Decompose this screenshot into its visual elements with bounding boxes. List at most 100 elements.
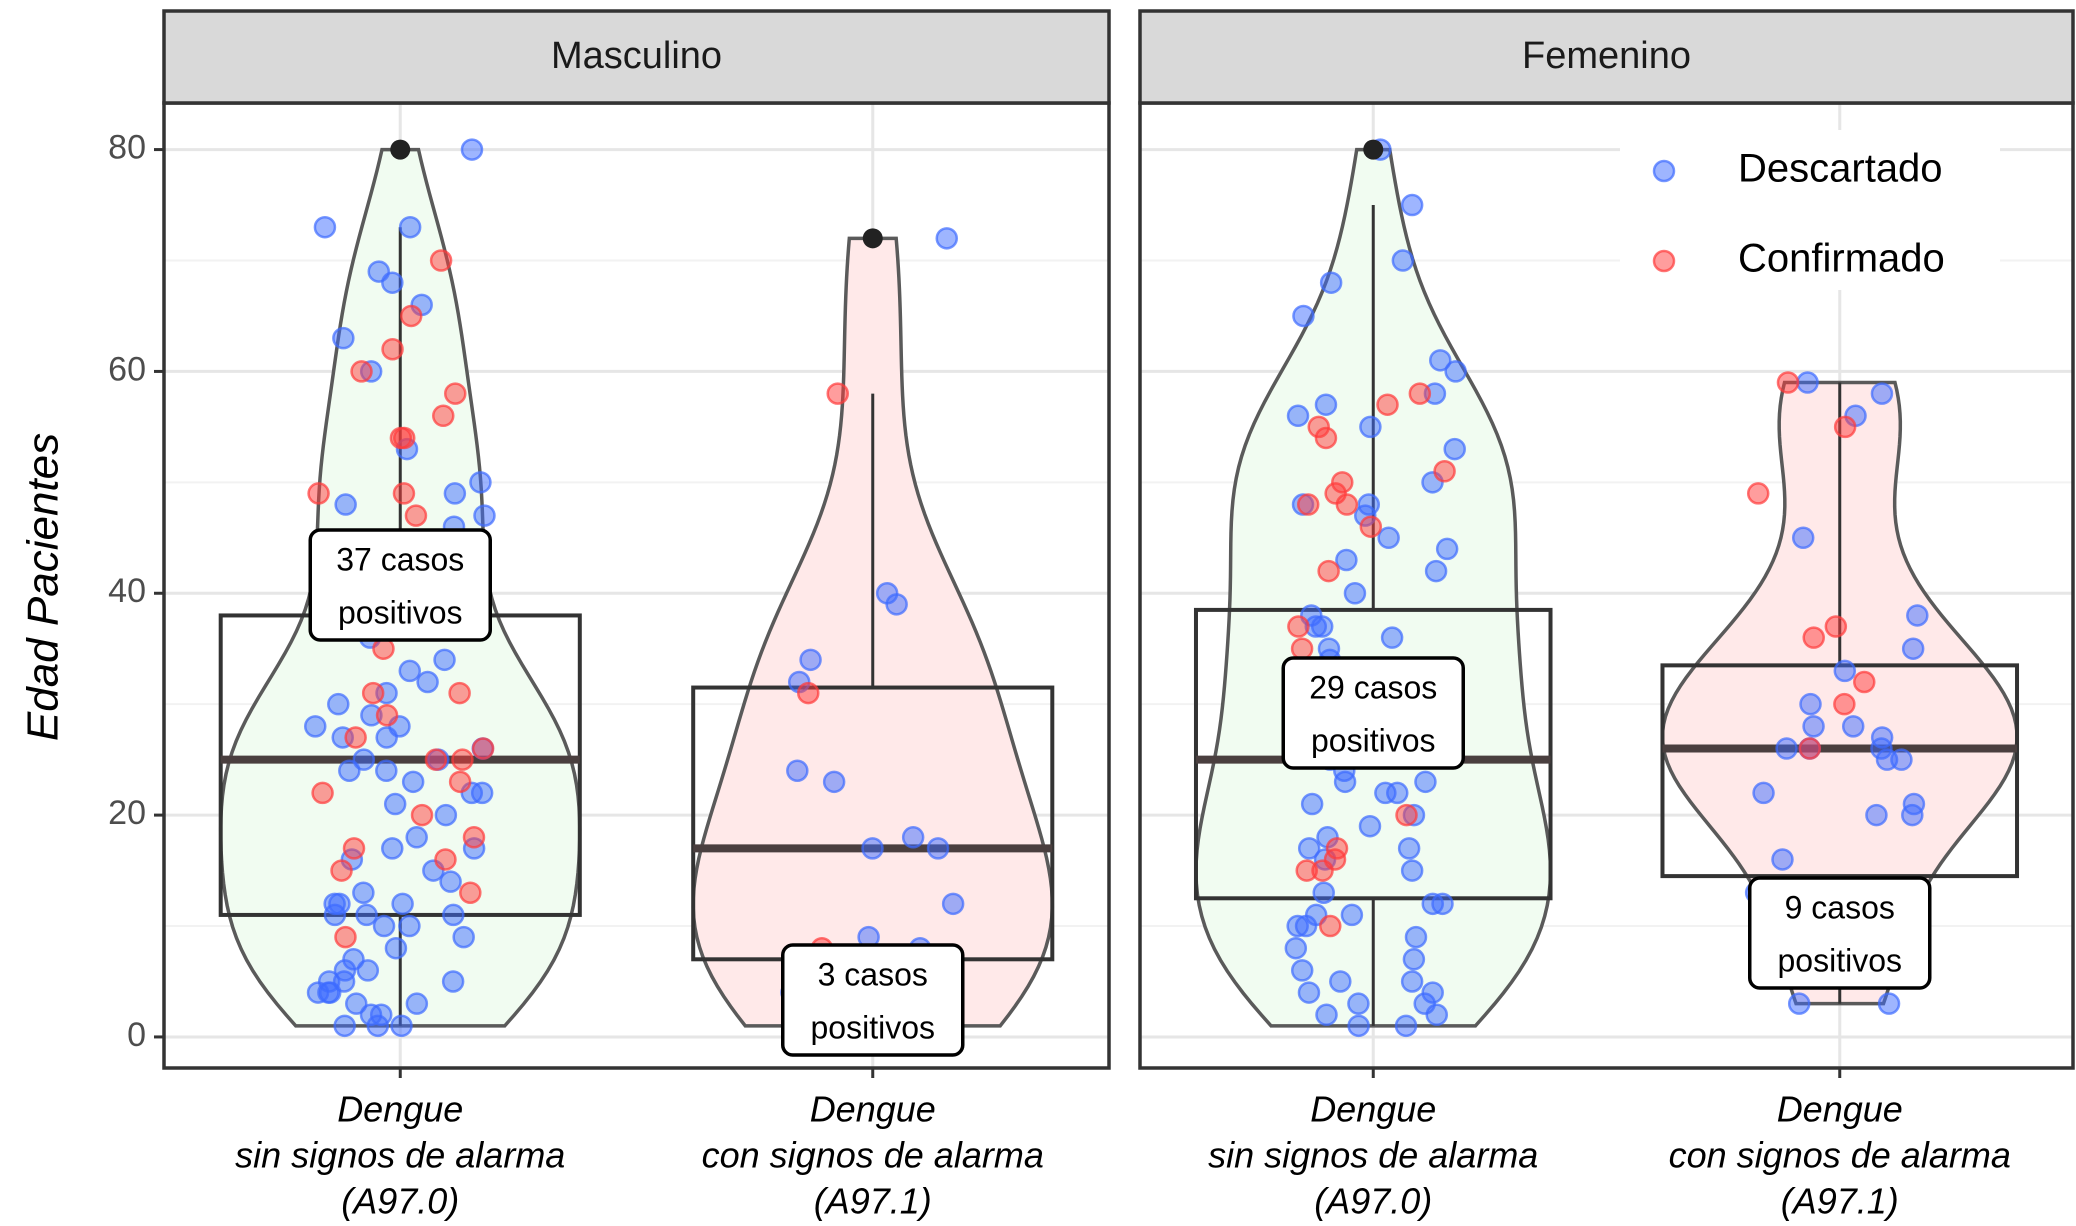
point (1798, 737, 1822, 760)
point (1395, 803, 1418, 827)
point (1421, 892, 1445, 916)
y-tick-label: 80 (108, 129, 146, 167)
point (1775, 737, 1798, 760)
x-tick-label: con signos de alarma (702, 1135, 1044, 1176)
count-label: positivos (338, 594, 463, 630)
point (1400, 859, 1424, 882)
point (1374, 781, 1397, 805)
point (460, 138, 484, 161)
point (1787, 992, 1811, 1015)
point (1347, 1014, 1370, 1038)
point (342, 837, 366, 860)
legend-label: Confirmado (1738, 237, 1945, 281)
point (405, 992, 429, 1015)
count-label: positivos (1778, 942, 1903, 978)
point (1414, 770, 1437, 794)
count-label: positivos (1311, 722, 1436, 758)
point (1343, 582, 1367, 605)
point (901, 826, 925, 849)
point (330, 859, 353, 882)
point (1377, 526, 1400, 550)
point (1443, 437, 1466, 461)
point (1397, 837, 1421, 860)
point (1297, 981, 1321, 1004)
count-label-box (781, 943, 965, 1057)
point (1297, 837, 1321, 860)
point (786, 759, 809, 782)
x-tick-label: sin signos de alarma (1208, 1135, 1538, 1176)
point (1315, 1003, 1338, 1027)
point (1424, 559, 1448, 583)
point (1319, 914, 1342, 938)
point (1294, 914, 1318, 938)
point (452, 925, 475, 949)
point (1802, 626, 1825, 649)
point (1802, 715, 1825, 738)
point (1340, 903, 1364, 927)
point (311, 781, 334, 805)
legend-background (1620, 130, 2000, 290)
point (797, 681, 820, 705)
point (356, 959, 380, 982)
y-tick-label: 0 (127, 1016, 146, 1054)
point (424, 748, 448, 771)
point (1319, 271, 1343, 294)
point (381, 837, 404, 860)
point (462, 826, 486, 849)
point (451, 748, 474, 771)
strip-label: Femenino (1522, 35, 1691, 77)
point (1833, 659, 1857, 683)
point (350, 360, 373, 383)
point (1287, 615, 1310, 638)
point (375, 704, 399, 727)
point (1799, 692, 1822, 716)
y-tick-label: 40 (108, 572, 146, 610)
point (344, 726, 367, 749)
point (926, 837, 950, 860)
point (355, 903, 378, 927)
point (941, 892, 965, 916)
point (333, 1014, 356, 1038)
legend-swatch (1652, 249, 1676, 273)
count-label: positivos (811, 1009, 936, 1045)
point (1877, 992, 1901, 1015)
strip (1138, 9, 2075, 105)
point (352, 881, 375, 904)
point (334, 493, 357, 516)
point (1290, 959, 1314, 982)
point (1853, 670, 1876, 694)
point (392, 426, 416, 450)
point (1429, 349, 1452, 372)
strip-label: Masculino (551, 35, 722, 77)
legend-label: Descartado (1738, 147, 1943, 191)
x-tick-label: (A97.0) (1314, 1181, 1432, 1222)
point (822, 770, 846, 794)
point (448, 681, 471, 705)
point (473, 504, 496, 527)
point (304, 715, 327, 738)
x-tick-label: (A97.1) (814, 1181, 932, 1222)
point (433, 648, 456, 672)
x-tick-label: con signos de alarma (1669, 1135, 2011, 1176)
point (398, 914, 421, 938)
point (313, 215, 337, 239)
point (448, 770, 472, 794)
point (935, 227, 959, 250)
point (1376, 393, 1399, 416)
outlier (862, 228, 883, 249)
point (1312, 881, 1335, 904)
point (1870, 382, 1894, 405)
point (1311, 859, 1334, 882)
point (323, 903, 347, 927)
point (405, 826, 428, 849)
point (861, 837, 884, 860)
point (1296, 493, 1320, 516)
box (1193, 607, 1553, 901)
point (432, 404, 455, 428)
x-tick-label: (A97.1) (1781, 1181, 1899, 1222)
point (372, 914, 396, 938)
point (442, 903, 465, 927)
point (352, 748, 376, 771)
point (443, 482, 467, 505)
point (434, 803, 458, 827)
